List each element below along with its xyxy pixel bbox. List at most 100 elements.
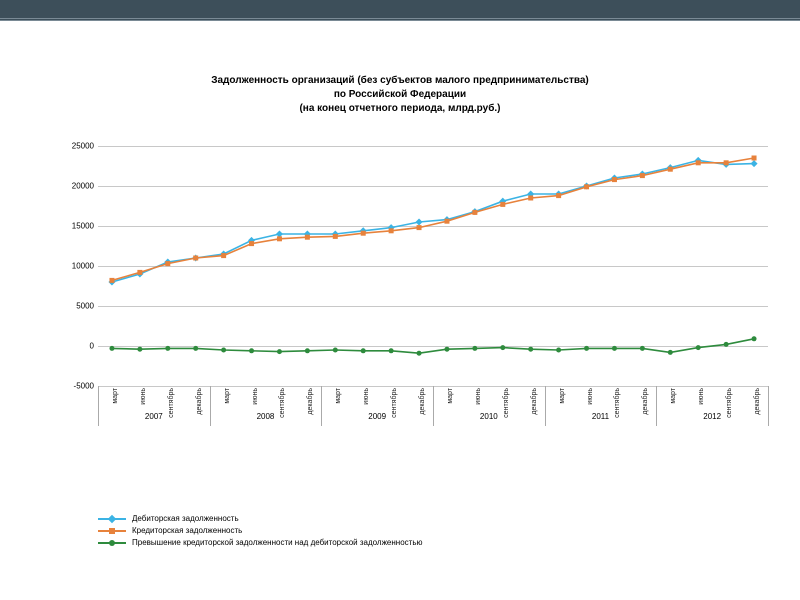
marker (696, 160, 701, 165)
legend-swatch (98, 518, 126, 520)
marker (277, 236, 282, 241)
marker (389, 348, 394, 353)
marker (333, 348, 338, 353)
marker (724, 160, 729, 165)
x-axis-band: мартиюньсентябрьдекабрьмартиюньсентябрьд… (98, 386, 768, 426)
marker (277, 349, 282, 354)
x-tick-label: июнь (698, 388, 705, 405)
marker (193, 256, 198, 261)
x-tick-label: декабрь (419, 388, 426, 415)
plot-canvas: -50000500010000150002000025000 (98, 146, 768, 386)
plot-area: -50000500010000150002000025000 мартиюньс… (52, 146, 768, 426)
y-tick-label: 25000 (52, 142, 94, 151)
legend-label: Превышение кредиторской задолженности на… (132, 538, 423, 547)
marker (584, 346, 589, 351)
marker (528, 347, 533, 352)
marker (696, 345, 701, 350)
marker (752, 156, 757, 161)
year-separator (768, 386, 769, 426)
slide-body: Задолженность организаций (без субъектов… (6, 22, 794, 594)
title-bar-fill (0, 0, 800, 18)
x-tick-label: март (335, 388, 342, 404)
legend-item: Кредиторская задолженность (98, 526, 423, 535)
marker (612, 346, 617, 351)
y-tick-label: 5000 (52, 302, 94, 311)
legend-marker-icon (108, 514, 116, 522)
marker (361, 348, 366, 353)
x-tick-label: июнь (252, 388, 259, 405)
y-tick-label: 0 (52, 342, 94, 351)
marker (305, 348, 310, 353)
legend-swatch (98, 542, 126, 544)
x-tick-label: июнь (140, 388, 147, 405)
marker (417, 225, 422, 230)
marker (472, 346, 477, 351)
x-tick-label: март (559, 388, 566, 404)
marker (417, 351, 422, 356)
marker (500, 202, 505, 207)
series-svg (98, 146, 768, 386)
x-tick-label: июнь (475, 388, 482, 405)
series-line (112, 158, 754, 280)
marker (165, 261, 170, 266)
y-tick-label: 15000 (52, 222, 94, 231)
year-label: 2007 (98, 412, 210, 421)
marker (333, 234, 338, 239)
x-tick-label: декабрь (531, 388, 538, 415)
chart-title-line: по Российской Федерации (6, 88, 794, 102)
marker (444, 219, 449, 224)
y-tick-label: -5000 (52, 382, 94, 391)
chart-title-line: Задолженность организаций (без субъектов… (6, 74, 794, 88)
series-line (112, 160, 754, 282)
marker (444, 347, 449, 352)
marker (668, 167, 673, 172)
x-tick-label: март (224, 388, 231, 404)
marker (389, 228, 394, 233)
marker (472, 210, 477, 215)
marker (612, 177, 617, 182)
x-tick-label: март (112, 388, 119, 404)
marker (528, 196, 533, 201)
marker (249, 348, 254, 353)
marker (416, 218, 423, 225)
marker (109, 278, 114, 283)
marker (221, 253, 226, 258)
year-label: 2012 (656, 412, 768, 421)
marker (640, 173, 645, 178)
year-label: 2010 (433, 412, 545, 421)
legend-swatch (98, 530, 126, 532)
marker (500, 345, 505, 350)
x-tick-label: июнь (363, 388, 370, 405)
legend-marker-icon (108, 538, 116, 546)
legend-label: Кредиторская задолженность (132, 526, 242, 535)
year-label: 2011 (545, 412, 657, 421)
marker (165, 346, 170, 351)
marker (137, 347, 142, 352)
chart-title-line: (на конец отчетного периода, млрд.руб.) (6, 102, 794, 116)
marker (752, 336, 757, 341)
marker (668, 350, 673, 355)
chart-title: Задолженность организаций (без субъектов… (6, 74, 794, 116)
marker (556, 348, 561, 353)
x-tick-label: декабрь (307, 388, 314, 415)
x-tick-label: декабрь (642, 388, 649, 415)
x-tick-label: март (670, 388, 677, 404)
legend-marker-icon (109, 528, 115, 534)
legend: Дебиторская задолженность Кредиторская за… (98, 514, 423, 550)
marker (361, 231, 366, 236)
marker (193, 346, 198, 351)
y-tick-label: 20000 (52, 182, 94, 191)
title-bar (0, 0, 800, 21)
marker (556, 193, 561, 198)
year-label: 2009 (321, 412, 433, 421)
marker (305, 235, 310, 240)
series-line (112, 339, 754, 353)
marker (137, 270, 142, 275)
y-tick-label: 10000 (52, 262, 94, 271)
legend-item: Превышение кредиторской задолженности на… (98, 538, 423, 547)
x-tick-label: март (447, 388, 454, 404)
legend-label: Дебиторская задолженность (132, 514, 239, 523)
marker (751, 160, 758, 167)
marker (584, 184, 589, 189)
marker (724, 342, 729, 347)
